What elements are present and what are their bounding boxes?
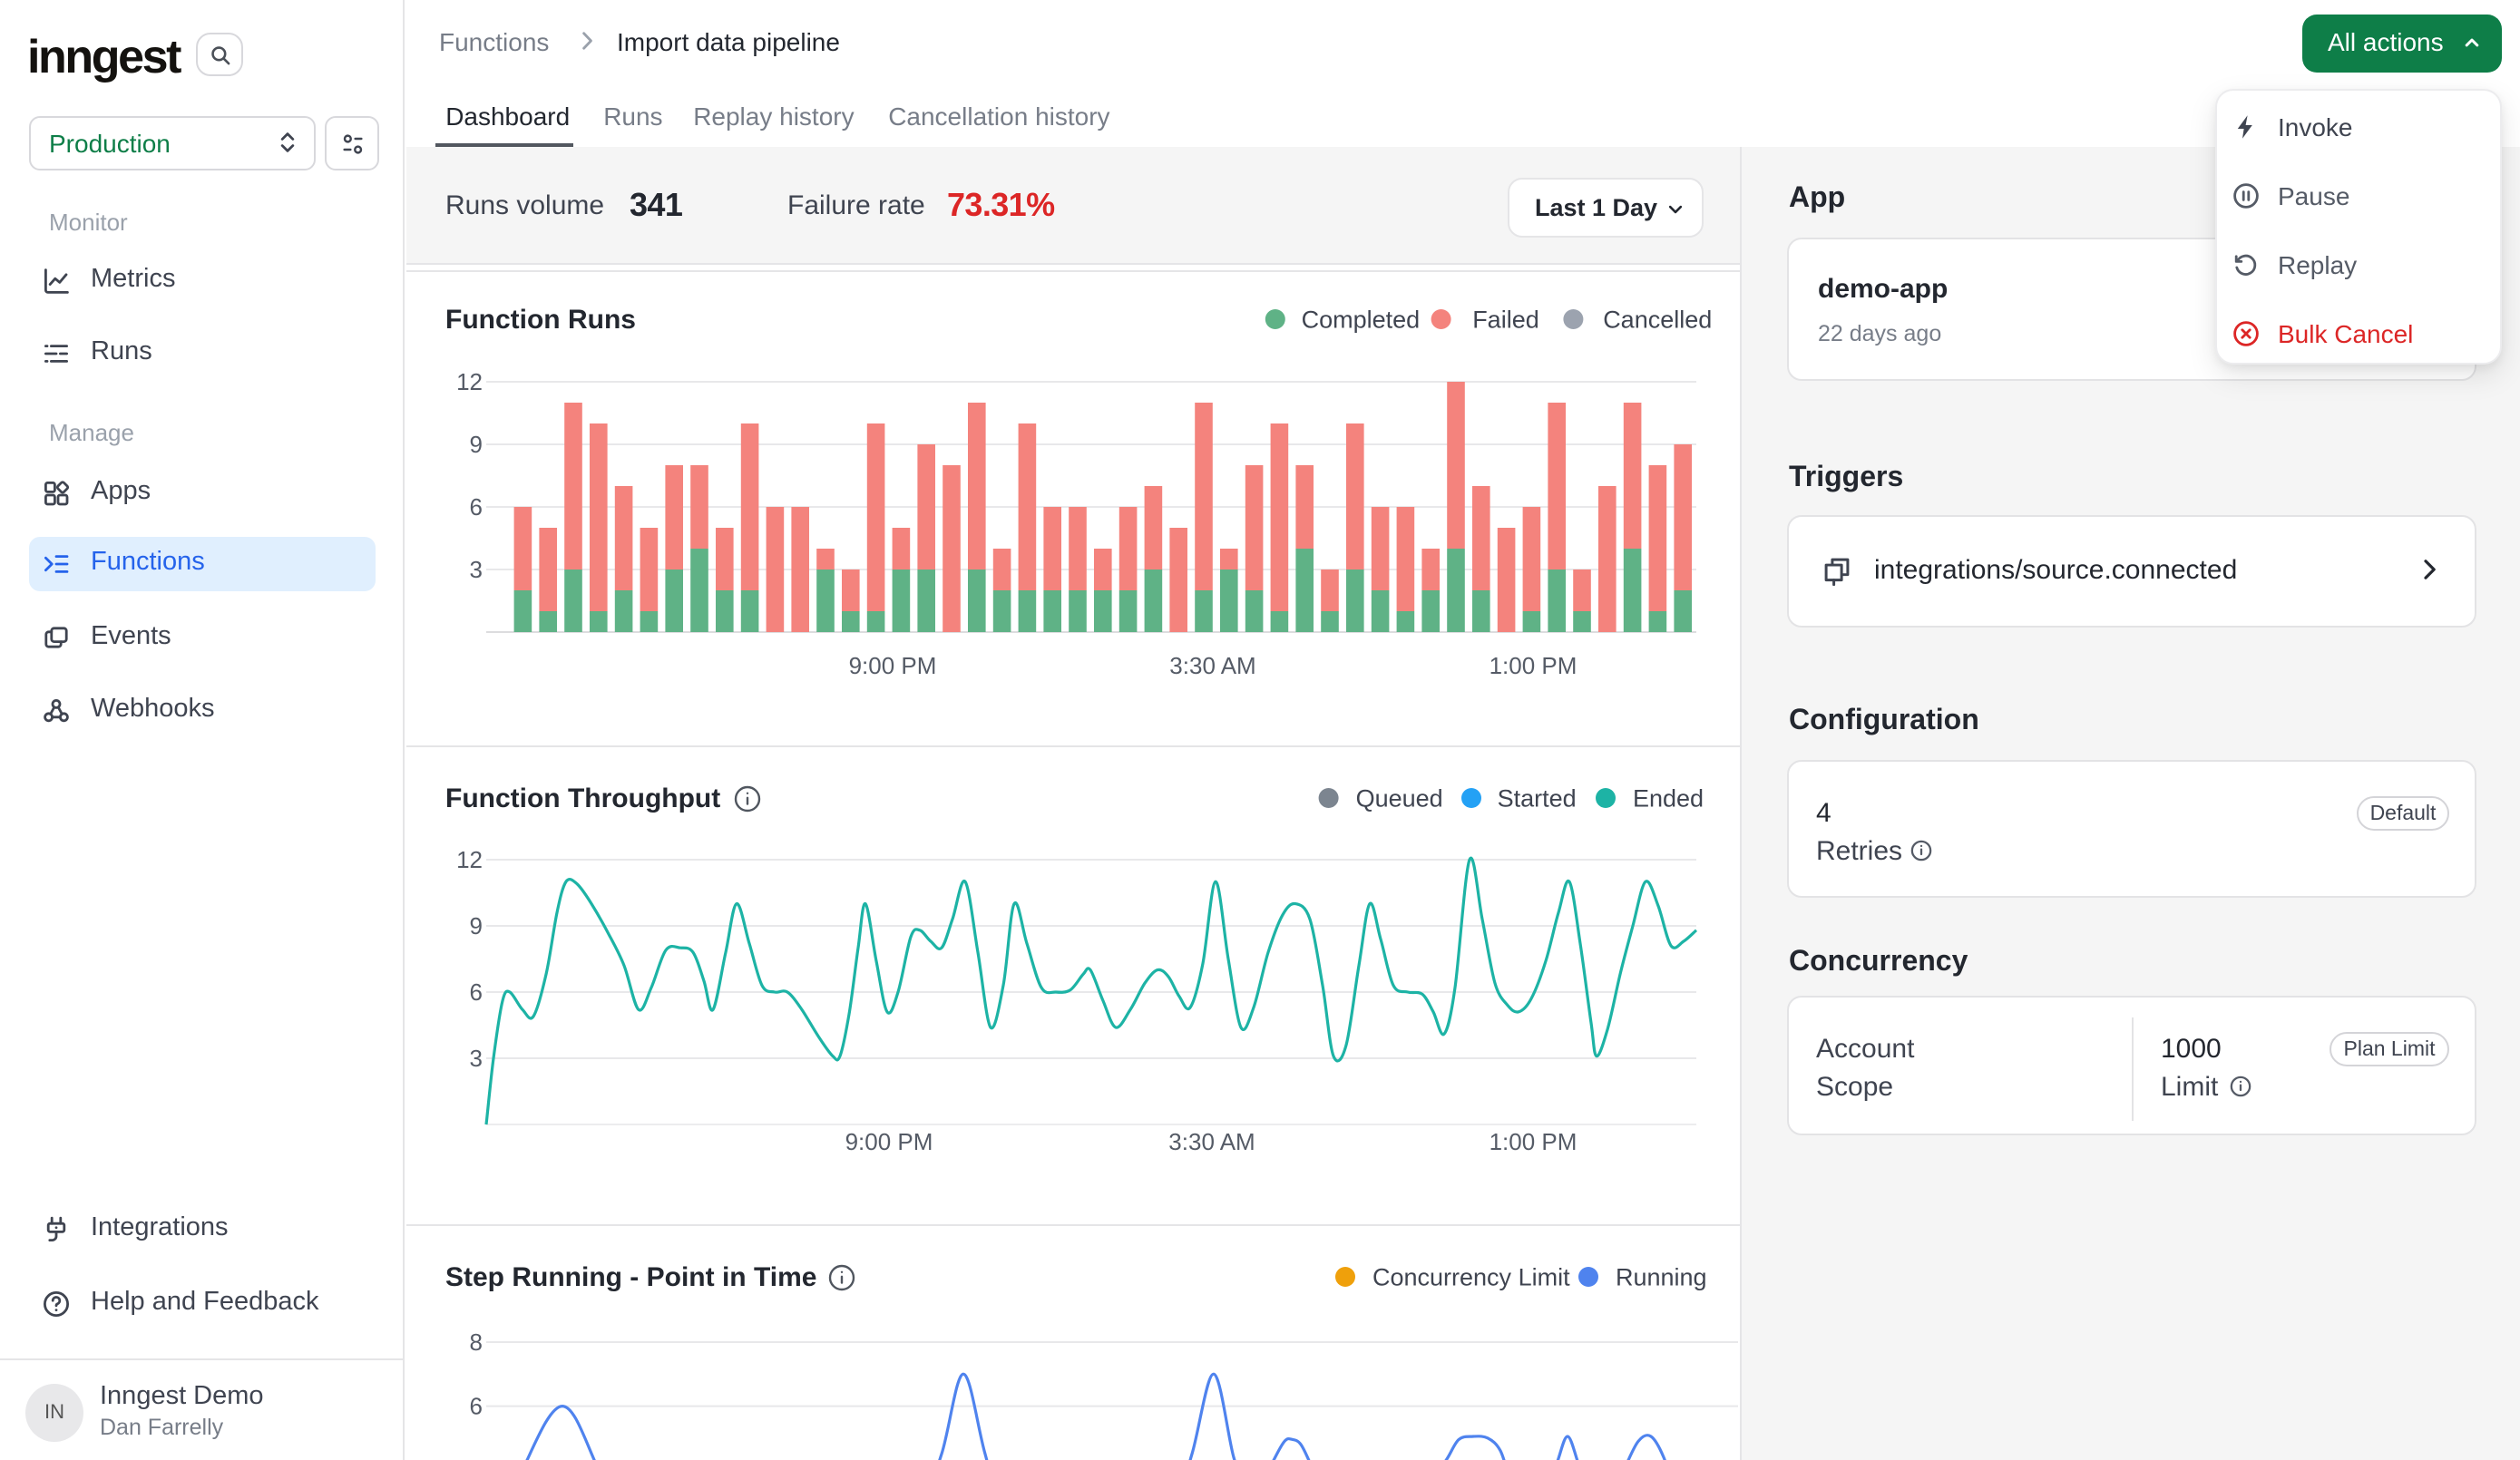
svg-text:3: 3 (470, 556, 483, 583)
svg-text:9: 9 (470, 912, 483, 939)
svg-text:6: 6 (470, 1393, 483, 1420)
svg-text:9:00 PM: 9:00 PM (845, 1128, 933, 1155)
svg-text:Queued: Queued (1356, 784, 1443, 812)
svg-text:8: 8 (470, 1329, 483, 1356)
svg-text:Running: Running (1616, 1263, 1707, 1290)
svg-text:6: 6 (470, 978, 483, 1006)
svg-text:Cancelled: Cancelled (1603, 306, 1712, 333)
svg-text:1:00 PM: 1:00 PM (1490, 1128, 1577, 1155)
svg-text:Completed: Completed (1302, 306, 1421, 333)
svg-text:1:00 PM: 1:00 PM (1490, 652, 1577, 679)
svg-text:Started: Started (1498, 784, 1577, 812)
svg-text:3:30 AM: 3:30 AM (1168, 1128, 1255, 1155)
svg-text:9: 9 (470, 431, 483, 458)
svg-text:6: 6 (470, 493, 483, 521)
svg-text:Concurrency Limit: Concurrency Limit (1372, 1263, 1570, 1290)
svg-text:9:00 PM: 9:00 PM (849, 652, 937, 679)
svg-text:Step Running - Point in Time: Step Running - Point in Time (445, 1262, 816, 1292)
svg-text:Function Runs: Function Runs (445, 305, 636, 335)
svg-text:12: 12 (456, 368, 483, 395)
svg-text:Ended: Ended (1633, 784, 1704, 812)
svg-text:Function Throughput: Function Throughput (445, 784, 720, 813)
svg-text:Failed: Failed (1472, 306, 1539, 333)
svg-text:3: 3 (470, 1045, 483, 1072)
svg-text:3:30 AM: 3:30 AM (1169, 652, 1255, 679)
svg-text:12: 12 (456, 846, 483, 873)
